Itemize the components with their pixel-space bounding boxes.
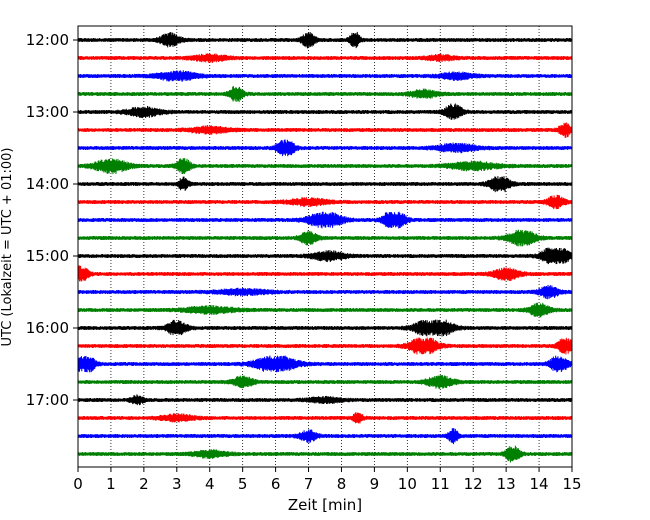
trace-1230 xyxy=(77,70,573,82)
trace-1630 xyxy=(77,355,573,373)
trace-1200 xyxy=(77,31,573,49)
plot-frame xyxy=(77,25,573,468)
x-tick-label: 12 xyxy=(464,475,483,493)
x-tick-label: 6 xyxy=(271,475,281,493)
trace-1430 xyxy=(77,211,573,229)
y-tick-label: 16:00 xyxy=(26,319,69,337)
trace-1545 xyxy=(77,302,573,318)
trace-1315 xyxy=(77,122,573,138)
x-tick-label: 5 xyxy=(238,475,248,493)
seismogram-traces xyxy=(77,31,573,463)
x-tick-label: 8 xyxy=(337,475,347,493)
y-tick-label: 13:00 xyxy=(26,103,69,121)
trace-1400 xyxy=(77,176,573,193)
x-tick-label: 2 xyxy=(139,475,149,493)
trace-1215 xyxy=(77,53,573,63)
trace-1730 xyxy=(77,427,573,445)
trace-1700 xyxy=(77,394,573,406)
x-tick-label: 15 xyxy=(562,475,581,493)
y-tick-label: 17:00 xyxy=(26,391,69,409)
trace-1300 xyxy=(77,103,573,120)
x-tick-label: 0 xyxy=(73,475,83,493)
x-axis-ticks: 0 1 2 3 4 5 6 7 8 9 10 11 12 13 14 15 xyxy=(73,467,582,493)
trace-1615 xyxy=(77,337,573,355)
trace-1445 xyxy=(77,229,573,247)
x-tick-label: 3 xyxy=(172,475,182,493)
trace-1345 xyxy=(77,157,573,175)
x-tick-label: 1 xyxy=(106,475,116,493)
trace-1330 xyxy=(77,139,573,157)
trace-1600 xyxy=(77,319,573,337)
y-tick-label: 15:00 xyxy=(26,247,69,265)
x-tick-label: 10 xyxy=(398,475,417,493)
trace-1415 xyxy=(77,194,573,210)
x-tick-label: 13 xyxy=(497,475,516,493)
y-axis-ticks: 12:00 13:00 14:00 15:00 16:00 17:00 xyxy=(26,31,78,409)
x-tick-label: 7 xyxy=(304,475,314,493)
y-axis-label: UTC (Lokalzeit = UTC + 01:00) xyxy=(0,148,15,347)
trace-1745 xyxy=(77,445,573,463)
trace-1645 xyxy=(77,375,573,389)
trace-1515 xyxy=(77,265,573,282)
trace-1530 xyxy=(77,284,573,300)
x-tick-label: 11 xyxy=(431,475,450,493)
x-axis-label: Zeit [min] xyxy=(288,496,362,514)
y-tick-label: 12:00 xyxy=(26,31,69,49)
trace-1500 xyxy=(77,247,573,265)
x-tick-label: 9 xyxy=(370,475,380,493)
y-tick-label: 14:00 xyxy=(26,175,69,193)
x-tick-label: 14 xyxy=(530,475,549,493)
x-tick-label: 4 xyxy=(205,475,215,493)
trace-1245 xyxy=(77,86,573,103)
trace-1715 xyxy=(77,412,573,424)
